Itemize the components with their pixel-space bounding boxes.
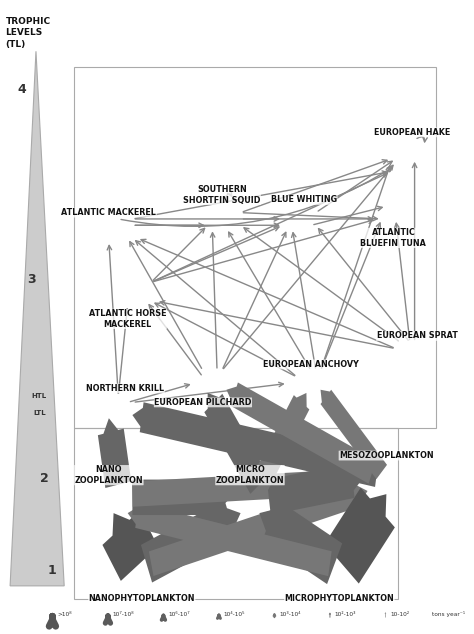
Text: >10⁸: >10⁸ — [57, 612, 72, 617]
Text: TROPHIC
LEVELS
(TL): TROPHIC LEVELS (TL) — [5, 16, 51, 49]
Text: 2: 2 — [40, 472, 49, 485]
Text: NORTHERN KRILL: NORTHERN KRILL — [86, 384, 164, 393]
Text: 10²-10³: 10²-10³ — [335, 612, 356, 617]
Polygon shape — [132, 469, 358, 507]
Text: ATLANTIC HORSE
MACKEREL: ATLANTIC HORSE MACKEREL — [89, 309, 166, 328]
Text: ATLANTIC
BLUEFIN TUNA: ATLANTIC BLUEFIN TUNA — [361, 228, 427, 248]
Polygon shape — [128, 503, 332, 576]
Text: 4: 4 — [18, 83, 26, 96]
Polygon shape — [98, 418, 131, 488]
Text: 1: 1 — [47, 564, 56, 576]
Polygon shape — [132, 479, 231, 515]
Polygon shape — [267, 463, 363, 515]
Text: NANOPHYTOPLANKTON: NANOPHYTOPLANKTON — [89, 594, 195, 603]
Text: MESOZOOPLANKTON: MESOZOOPLANKTON — [339, 451, 434, 460]
Text: BLUE WHITING: BLUE WHITING — [271, 195, 337, 205]
Polygon shape — [102, 510, 158, 581]
Polygon shape — [325, 488, 395, 583]
Text: NANO
ZOOPLANKTON: NANO ZOOPLANKTON — [74, 465, 143, 485]
Polygon shape — [252, 393, 310, 492]
Text: 10⁴-10⁵: 10⁴-10⁵ — [224, 612, 245, 617]
Text: MICROPHYTOPLANKTON: MICROPHYTOPLANKTON — [284, 594, 394, 603]
Polygon shape — [149, 482, 367, 576]
Text: EUROPEAN SPRAT: EUROPEAN SPRAT — [376, 332, 457, 340]
Text: EUROPEAN HAKE: EUROPEAN HAKE — [374, 128, 450, 137]
Text: 3: 3 — [27, 273, 36, 285]
Text: 10³-10⁴: 10³-10⁴ — [279, 612, 301, 617]
Text: tons year⁻¹: tons year⁻¹ — [431, 611, 465, 618]
Text: EUROPEAN ANCHOVY: EUROPEAN ANCHOVY — [263, 360, 359, 369]
Text: MICRO
ZOOPLANKTON: MICRO ZOOPLANKTON — [216, 465, 284, 485]
Text: ATLANTIC MACKEREL: ATLANTIC MACKEREL — [62, 208, 156, 217]
Text: SOUTHERN
SHORTFIN SQUID: SOUTHERN SHORTFIN SQUID — [183, 185, 260, 205]
Text: LTL: LTL — [33, 410, 46, 416]
Text: 10⁷-10⁸: 10⁷-10⁸ — [113, 612, 134, 617]
Polygon shape — [259, 500, 342, 584]
Polygon shape — [227, 382, 376, 484]
Text: 10-10²: 10-10² — [390, 612, 409, 617]
Text: EUROPEAN PILCHARD: EUROPEAN PILCHARD — [154, 398, 252, 407]
Polygon shape — [132, 402, 379, 487]
Polygon shape — [10, 51, 64, 586]
Bar — [73, 428, 398, 598]
Polygon shape — [204, 393, 268, 494]
Text: 10⁶-10⁷: 10⁶-10⁷ — [168, 612, 190, 617]
Polygon shape — [320, 390, 387, 479]
Bar — [73, 67, 436, 428]
Text: HTL: HTL — [32, 393, 47, 399]
Polygon shape — [141, 500, 241, 583]
